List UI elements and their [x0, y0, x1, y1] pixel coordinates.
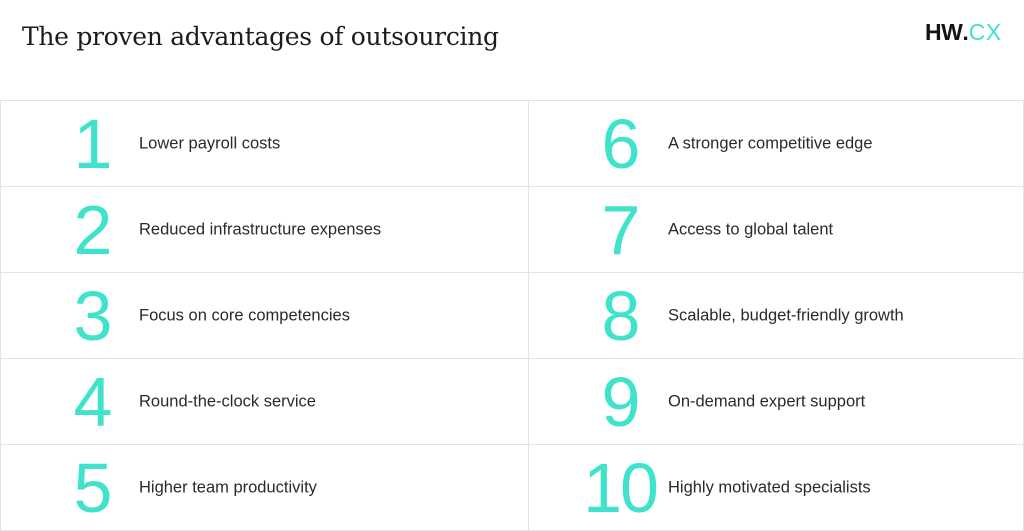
- advantage-item: 10 Highly motivated specialists: [528, 445, 1024, 531]
- advantage-item: 2 Reduced infrastructure expenses: [0, 187, 528, 273]
- advantage-label: A stronger competitive edge: [668, 134, 873, 152]
- hw-cx-logo: HW.CX: [925, 18, 1002, 46]
- advantage-item: 6 A stronger competitive edge: [528, 101, 1024, 187]
- advantage-item: 1 Lower payroll costs: [0, 101, 528, 187]
- advantage-number: 7: [601, 190, 641, 269]
- advantage-item: 3 Focus on core competencies: [0, 273, 528, 359]
- advantage-number: 5: [73, 448, 113, 527]
- advantage-label: Reduced infrastructure expenses: [139, 220, 382, 238]
- logo-brand: HW: [925, 19, 963, 45]
- advantage-number: 3: [73, 276, 113, 355]
- advantage-number: 4: [73, 362, 113, 441]
- advantage-item: 4 Round-the-clock service: [0, 359, 528, 445]
- advantage-number: 10: [583, 448, 659, 527]
- advantage-item: 5 Higher team productivity: [0, 445, 528, 531]
- advantage-number: 9: [601, 362, 641, 441]
- advantage-label: Scalable, budget-friendly growth: [668, 306, 904, 324]
- advantage-label: Higher team productivity: [139, 478, 317, 496]
- page-title: The proven advantages of outsourcing: [22, 22, 499, 51]
- advantage-label: Highly motivated specialists: [668, 478, 871, 496]
- logo-dot: .: [962, 19, 969, 45]
- logo-suffix: CX: [968, 19, 1002, 45]
- advantage-number: 1: [73, 104, 113, 183]
- advantage-label: Focus on core competencies: [139, 306, 350, 324]
- advantage-number: 2: [73, 190, 113, 269]
- advantage-item: 8 Scalable, budget-friendly growth: [528, 273, 1024, 359]
- advantage-item: 9 On-demand expert support: [528, 359, 1024, 445]
- advantage-label: On-demand expert support: [668, 392, 866, 410]
- advantage-number: 6: [601, 104, 641, 183]
- advantage-item: 7 Access to global talent: [528, 187, 1024, 273]
- advantage-number: 8: [601, 276, 641, 355]
- advantage-label: Round-the-clock service: [139, 392, 316, 410]
- advantage-label: Access to global talent: [668, 220, 834, 238]
- advantages-grid: 1 Lower payroll costs 2 Reduced infrastr…: [0, 100, 1024, 531]
- advantage-label: Lower payroll costs: [139, 134, 281, 152]
